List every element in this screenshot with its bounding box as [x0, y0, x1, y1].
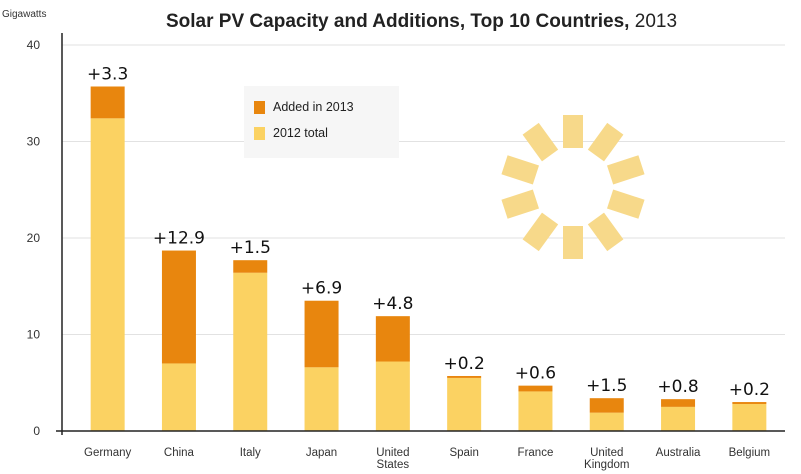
bar-added-2013 — [161, 250, 196, 364]
legend: Added in 2013 2012 total — [244, 86, 399, 158]
legend-item-added: Added in 2013 — [254, 100, 354, 114]
x-tick-label: Kingdom — [584, 459, 629, 471]
x-tick-label: Italy — [240, 447, 261, 459]
bar-2012-total — [90, 118, 125, 431]
sun-ray — [501, 155, 539, 185]
bar-added-2013 — [447, 375, 482, 378]
bar-added-2013 — [90, 86, 125, 119]
bar-2012-total — [732, 403, 767, 431]
y-axis-unit-label: Gigawatts — [2, 9, 47, 20]
bar-2012-total — [518, 391, 553, 431]
data-label: +1.5 — [586, 376, 627, 396]
sun-ray — [563, 115, 583, 148]
bar-added-2013 — [518, 385, 553, 392]
data-label: +0.8 — [657, 377, 698, 397]
sun-icon — [501, 115, 645, 259]
legend-swatch-2012 — [254, 126, 265, 140]
legend-label-added: Added in 2013 — [273, 100, 354, 114]
legend-swatch-added — [254, 100, 265, 114]
data-label: +0.2 — [729, 380, 770, 400]
x-tick-label: Spain — [449, 447, 478, 459]
bar-added-2013 — [589, 398, 624, 413]
bar-2012-total — [233, 272, 268, 431]
legend-label-2012: 2012 total — [273, 126, 328, 140]
bar-added-2013 — [304, 300, 339, 368]
sun-ray — [563, 226, 583, 259]
y-tick-label-10: 10 — [27, 328, 41, 342]
data-label: +12.9 — [153, 229, 205, 249]
bar-2012-total — [375, 361, 410, 431]
bar-2012-total — [589, 412, 624, 431]
y-tick-label-30: 30 — [27, 135, 41, 149]
y-tick-label-40: 40 — [27, 38, 41, 52]
chart-title-year: 2013 — [634, 11, 678, 32]
data-label: +0.6 — [515, 364, 556, 384]
data-label: +3.3 — [87, 64, 128, 84]
bar-added-2013 — [732, 402, 767, 404]
x-tick-label: China — [164, 447, 195, 459]
x-tick-label: France — [518, 447, 554, 459]
bar-added-2013 — [661, 399, 696, 407]
sun-ray — [522, 122, 559, 162]
sun-ray — [522, 212, 559, 252]
sun-ray — [607, 155, 645, 185]
y-tick-label-0: 0 — [33, 424, 40, 438]
legend-item-2012: 2012 total — [254, 126, 328, 140]
x-tick-label: United — [590, 447, 623, 459]
x-tick-label: Japan — [306, 447, 337, 459]
x-tick-label: United — [376, 447, 409, 459]
bar-2012-total — [304, 367, 339, 431]
sun-ray — [587, 122, 624, 162]
x-tick-label: Belgium — [729, 447, 771, 459]
sun-ray — [501, 189, 539, 219]
data-label: +6.9 — [301, 279, 342, 299]
bar-2012-total — [447, 377, 482, 431]
x-tick-label: Germany — [84, 447, 132, 459]
sun-ray — [587, 212, 624, 252]
bar-added-2013 — [233, 260, 268, 273]
bar-2012-total — [661, 406, 696, 431]
chart-title-text: Solar PV Capacity and Additions, Top 10 … — [166, 11, 630, 32]
sun-ray — [607, 189, 645, 219]
data-label: +4.8 — [372, 294, 413, 314]
y-tick-label-20: 20 — [27, 231, 41, 245]
x-tick-label: Australia — [656, 447, 701, 459]
data-label: +1.5 — [230, 238, 271, 258]
bar-added-2013 — [375, 316, 410, 362]
chart-title: Solar PV Capacity and Additions, Top 10 … — [166, 11, 677, 33]
data-label: +0.2 — [444, 354, 485, 374]
x-tick-label: States — [377, 459, 410, 471]
bar-2012-total — [161, 363, 196, 431]
